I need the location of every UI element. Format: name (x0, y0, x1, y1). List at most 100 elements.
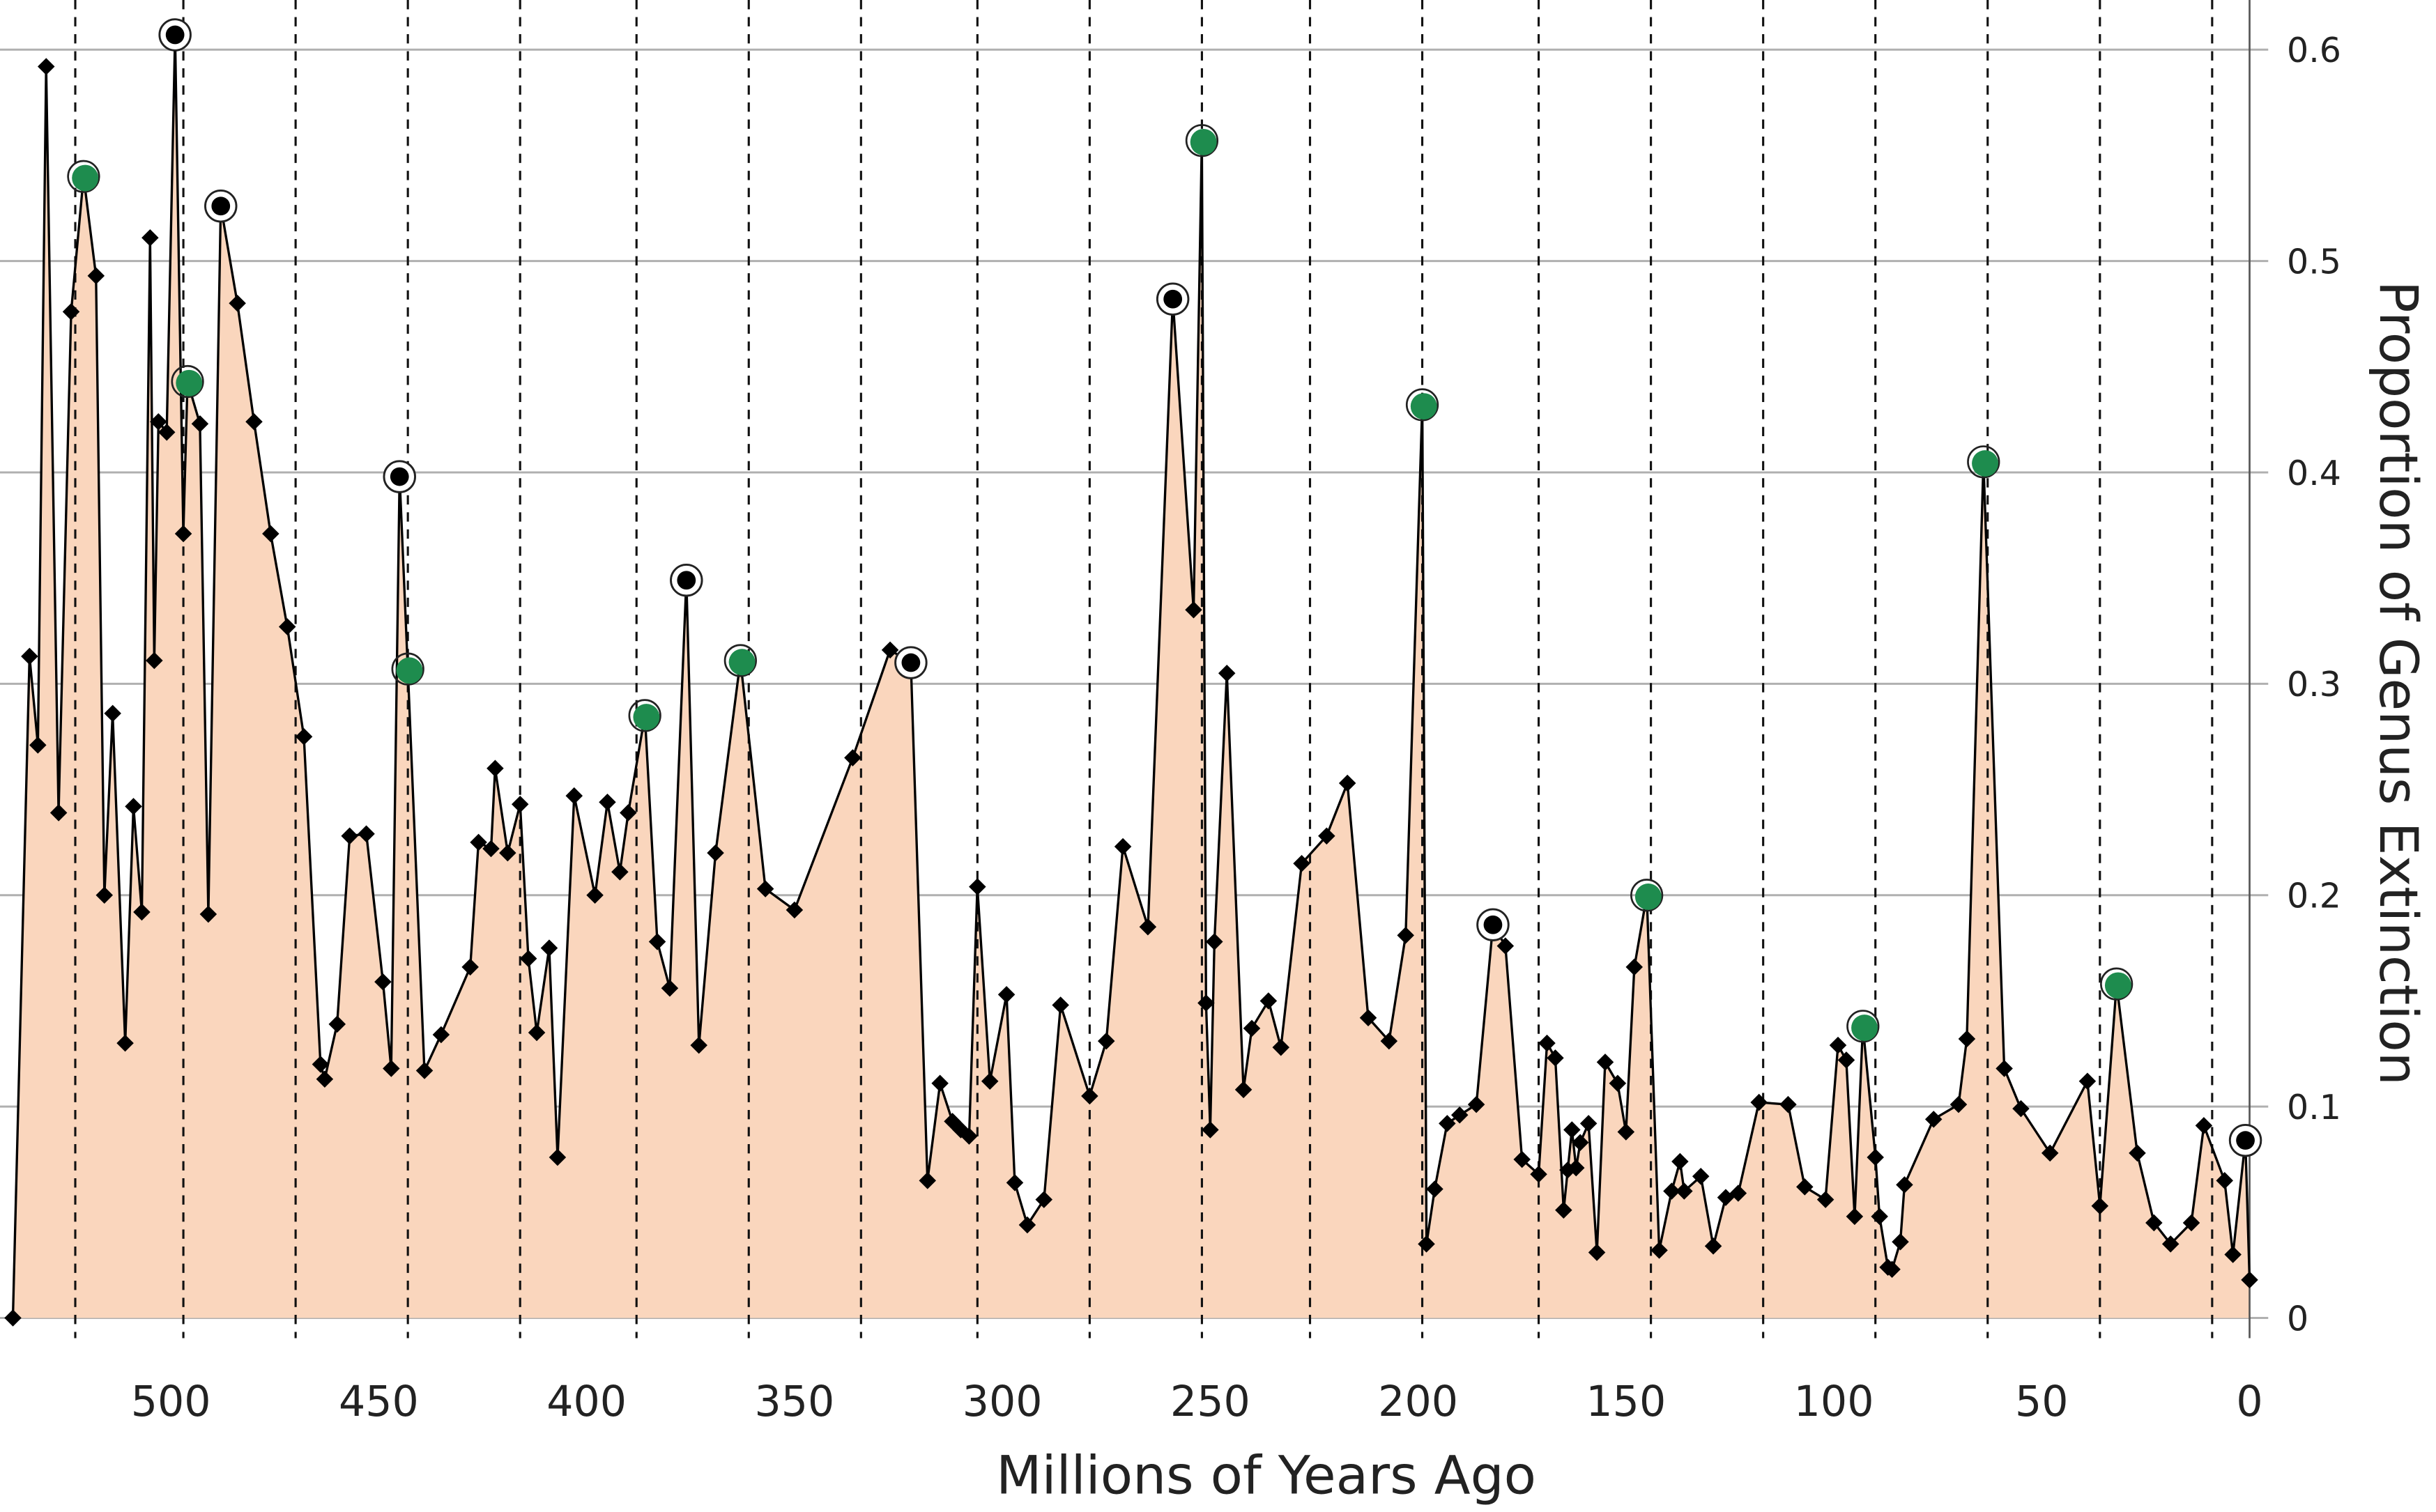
diamond-marker (1006, 1174, 1024, 1191)
diamond-marker (62, 303, 80, 321)
diamond-marker (1563, 1121, 1581, 1139)
green-marker (176, 369, 203, 396)
diamond-marker (1272, 1038, 1290, 1056)
diamond-marker (661, 979, 679, 997)
diamond-marker (499, 844, 516, 862)
diamond-marker (511, 796, 529, 813)
diamond-marker (2145, 1214, 2163, 1232)
diamond-marker (2216, 1172, 2233, 1189)
diamond-marker (549, 1148, 567, 1166)
green-marker (1190, 128, 1217, 155)
green-marker (1410, 393, 1437, 420)
diamond-marker (1380, 1032, 1398, 1050)
x-tick-labels: 500 450 400 350 300 250 200 150 100 50 0 (131, 1378, 2263, 1426)
diamond-marker (1567, 1159, 1585, 1177)
diamond-marker (1692, 1167, 1710, 1185)
diamond-marker (1439, 1115, 1456, 1132)
diamond-marker (1617, 1123, 1635, 1141)
diamond-marker (191, 415, 209, 433)
diamond-marker (104, 704, 121, 723)
diamond-marker (620, 804, 637, 821)
diamond-marker (690, 1036, 707, 1054)
diamond-marker (4, 1309, 22, 1327)
diamond-marker (707, 844, 724, 862)
extinction-area-fill (13, 34, 2250, 1318)
diamond-marker (1496, 937, 1515, 955)
diamond-marker (1779, 1095, 1797, 1113)
diamond-marker (133, 903, 151, 921)
green-marker (2104, 972, 2131, 999)
diamond-marker (2182, 1214, 2200, 1232)
diamond-marker (158, 424, 176, 441)
diamond-marker (2078, 1072, 2097, 1090)
diamond-marker (1829, 1036, 1847, 1054)
diamond-marker (1846, 1208, 1864, 1226)
diamond-marker (1538, 1034, 1556, 1052)
y-tick-label: 0.5 (2287, 241, 2341, 281)
diamond-marker (49, 804, 68, 821)
green-marker (396, 657, 423, 684)
green-marker-ring (1846, 1010, 1880, 1043)
diamond-marker (599, 794, 616, 811)
green-marker-ring (1967, 445, 2000, 479)
diamond-marker (1139, 918, 1157, 936)
diamond-marker (519, 950, 537, 968)
x-tick-label: 500 (131, 1378, 211, 1426)
diamond-marker (1579, 1115, 1598, 1132)
diamond-marker (786, 901, 804, 919)
ringed-marker (1163, 289, 1183, 309)
diamond-marker (116, 1034, 134, 1052)
diamond-marker (1450, 1106, 1469, 1124)
green-marker-ring (391, 652, 424, 686)
diamond-marker (2161, 1235, 2180, 1253)
diamond-marker (1185, 601, 1202, 619)
diamond-marker (1318, 827, 1335, 845)
y-tick-label: 0.6 (2287, 30, 2341, 70)
diamond-marker (611, 863, 629, 881)
x-tick-label: 350 (754, 1378, 834, 1426)
diamond-marker (540, 939, 558, 957)
diamond-marker (37, 58, 55, 75)
y-tick-label: 0.3 (2287, 664, 2341, 704)
diamond-marker (1114, 838, 1132, 856)
diamond-marker (1243, 1019, 1261, 1037)
diamond-marker (1218, 664, 1236, 682)
y-tick-label: 0 (2287, 1298, 2308, 1339)
diamond-marker (1995, 1060, 2013, 1077)
diamond-marker (1530, 1165, 1547, 1183)
diamond-marker (1555, 1201, 1572, 1219)
green-marker (1851, 1015, 1878, 1042)
diamond-marker (1796, 1178, 1814, 1196)
y-tick-label: 0.2 (2287, 876, 2341, 916)
diamond-marker (1609, 1074, 1627, 1093)
green-marker (72, 164, 99, 192)
diamond-marker (2241, 1271, 2258, 1289)
ringed-marker (901, 653, 921, 672)
green-marker-ring (2100, 967, 2134, 1001)
diamond-marker (1081, 1087, 1098, 1105)
x-tick-label: 100 (1794, 1378, 1874, 1426)
green-marker-ring (1630, 879, 1664, 912)
x-tick-label: 400 (546, 1378, 627, 1426)
diamond-marker (931, 1074, 949, 1093)
diamond-marker (981, 1072, 999, 1090)
ringed-marker (211, 196, 231, 216)
x-axis-title: Millions of Years Ago (996, 1444, 1536, 1506)
diamond-marker (1816, 1191, 1834, 1208)
diamond-marker (2091, 1197, 2109, 1214)
y-axis-title: Proportion of Genus Extinction (2368, 281, 2429, 1086)
diamond-marker (1259, 992, 1278, 1010)
diamond-marker (1958, 1030, 1976, 1048)
diamond-marker (21, 647, 38, 665)
diamond-marker (1867, 1148, 1884, 1166)
diamond-marker (29, 736, 47, 754)
diamond-marker (648, 933, 666, 950)
diamond-marker (960, 1127, 978, 1145)
diamond-marker (1097, 1032, 1115, 1050)
diamond-marker (1892, 1233, 1909, 1251)
diamond-marker (2224, 1246, 2242, 1263)
ringed-marker (390, 467, 409, 486)
x-tick-label: 250 (1170, 1378, 1250, 1426)
diamond-marker (482, 840, 500, 858)
